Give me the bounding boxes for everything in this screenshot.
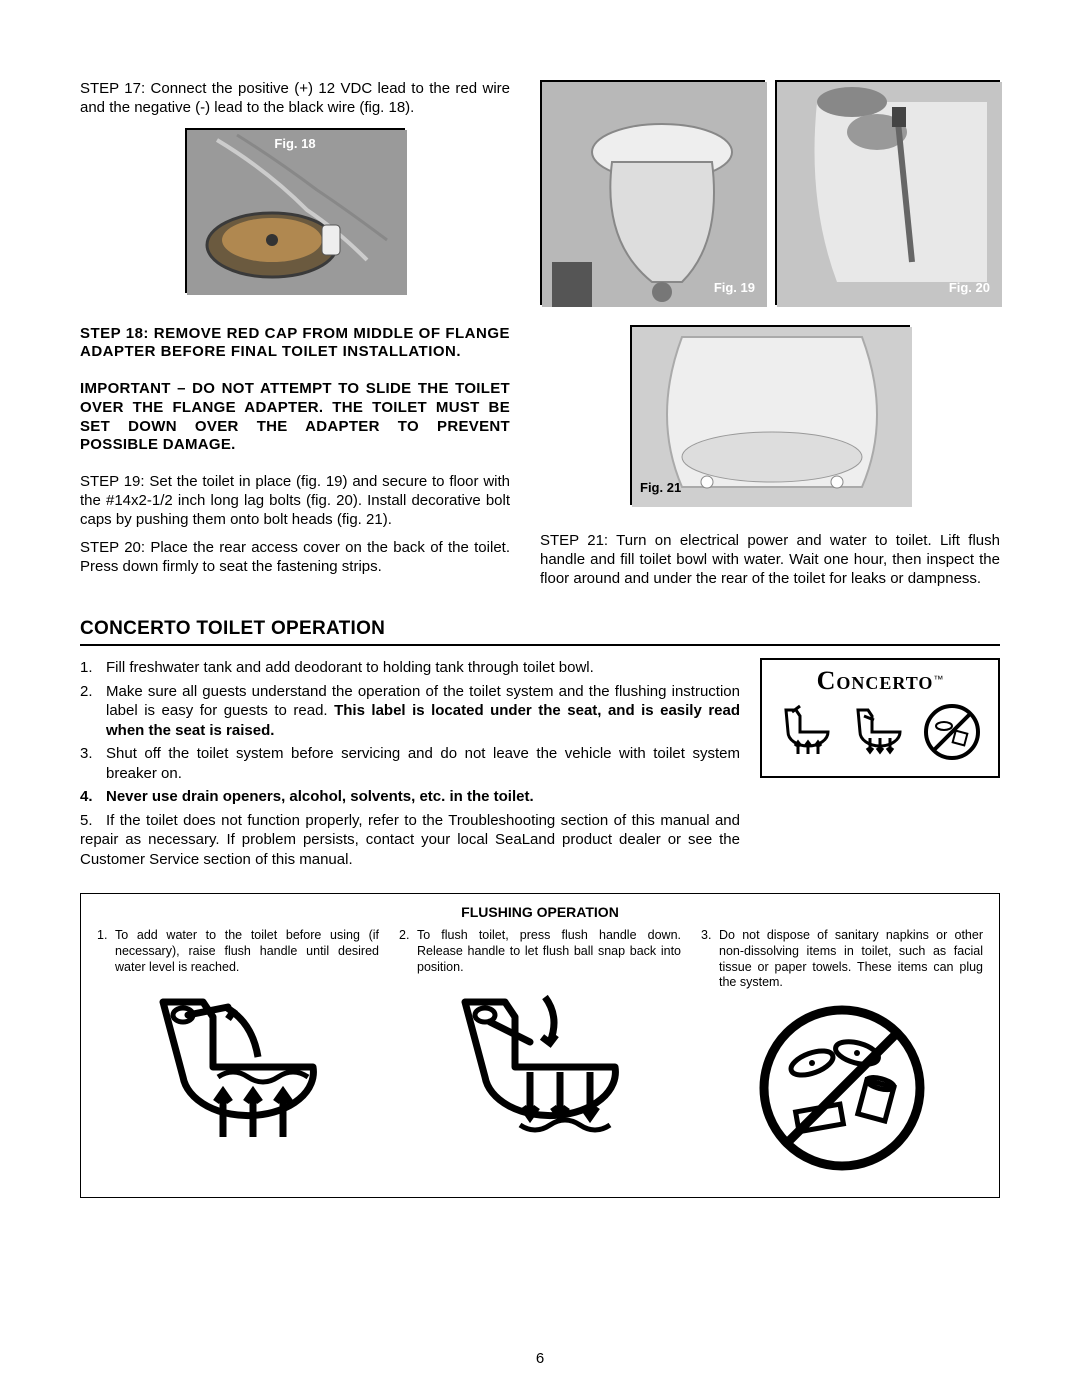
left-column: STEP 17: Connect the positive (+) 12 VDC… bbox=[80, 80, 510, 598]
fig18-image: Fig. 18 bbox=[185, 128, 405, 293]
step20-text: STEP 20: Place the rear access cover on … bbox=[80, 539, 510, 577]
fig18-container: Fig. 18 bbox=[80, 128, 510, 300]
op-num: 2. bbox=[80, 682, 106, 741]
op-num: 4. bbox=[80, 787, 106, 807]
op-text: Shut off the toilet system before servic… bbox=[106, 744, 740, 783]
right-column: Fig. 19 Fig. 20 bbox=[540, 80, 1000, 598]
op-item-1: 1. Fill freshwater tank and add deodoran… bbox=[80, 658, 740, 678]
op-item-3: 3. Shut off the toilet system before ser… bbox=[80, 744, 740, 783]
op-item-2: 2. Make sure all guests understand the o… bbox=[80, 682, 740, 741]
fill-icon bbox=[778, 702, 838, 762]
step17-text: STEP 17: Connect the positive (+) 12 VDC… bbox=[80, 80, 510, 118]
operation-list: 1. Fill freshwater tank and add deodoran… bbox=[80, 658, 740, 873]
fig19-image: Fig. 19 bbox=[540, 80, 765, 305]
step21-text: STEP 21: Turn on electrical power and wa… bbox=[540, 532, 1000, 588]
op-item-5: 5. If the toilet does not function prope… bbox=[80, 811, 740, 870]
op-text: Fill freshwater tank and add deodorant t… bbox=[106, 658, 594, 678]
flushing-operation-box: FLUSHING OPERATION 1.To add water to the… bbox=[80, 893, 1000, 1198]
flush-col-2: 2.To flush toilet, press flush handle do… bbox=[399, 928, 681, 1177]
fig21-label: Fig. 21 bbox=[640, 480, 681, 495]
fig20-image: Fig. 20 bbox=[775, 80, 1000, 305]
op-num: 1. bbox=[80, 658, 106, 678]
fig19-label: Fig. 19 bbox=[714, 280, 755, 295]
flush-col-3: 3.Do not dispose of sanitary napkins or … bbox=[701, 928, 983, 1177]
operation-area: 1. Fill freshwater tank and add deodoran… bbox=[80, 658, 1000, 873]
flush-down-diagram bbox=[399, 987, 681, 1162]
operation-heading: CONCERTO TOILET OPERATION bbox=[80, 618, 1000, 646]
fig18-label: Fig. 18 bbox=[274, 136, 315, 151]
flush-col-1: 1.To add water to the toilet before usin… bbox=[97, 928, 379, 1177]
op-text: Make sure all guests understand the oper… bbox=[106, 682, 740, 741]
step19-text: STEP 19: Set the toilet in place (fig. 1… bbox=[80, 473, 510, 529]
fig21-container: Fig. 21 bbox=[540, 325, 1000, 512]
concerto-title: Concerto™ bbox=[817, 666, 944, 696]
op-num: 5. bbox=[80, 811, 106, 831]
op-num: 3. bbox=[80, 744, 106, 783]
flush-fill-diagram bbox=[97, 987, 379, 1162]
step18-text: STEP 18: REMOVE RED CAP FROM MIDDLE OF F… bbox=[80, 325, 510, 363]
flushing-title: FLUSHING OPERATION bbox=[97, 904, 983, 920]
no-dispose-diagram bbox=[701, 1003, 983, 1178]
op-text: Never use drain openers, alcohol, solven… bbox=[106, 787, 534, 807]
important-text: IMPORTANT – DO NOT ATTEMPT TO SLIDE THE … bbox=[80, 380, 510, 455]
installation-columns: STEP 17: Connect the positive (+) 12 VDC… bbox=[80, 80, 1000, 598]
op-item-4: 4. Never use drain openers, alcohol, sol… bbox=[80, 787, 740, 807]
op-text: If the toilet does not function properly… bbox=[80, 812, 740, 868]
flush-icon bbox=[850, 702, 910, 762]
page-number: 6 bbox=[536, 1350, 544, 1367]
flushing-columns: 1.To add water to the toilet before usin… bbox=[97, 928, 983, 1177]
fig19-20-row: Fig. 19 Fig. 20 bbox=[540, 80, 1000, 305]
concerto-icon-row bbox=[778, 702, 982, 762]
fig20-label: Fig. 20 bbox=[949, 280, 990, 295]
no-dispose-icon bbox=[922, 702, 982, 762]
fig21-image: Fig. 21 bbox=[630, 325, 910, 505]
concerto-label-box: Concerto™ bbox=[760, 658, 1000, 778]
